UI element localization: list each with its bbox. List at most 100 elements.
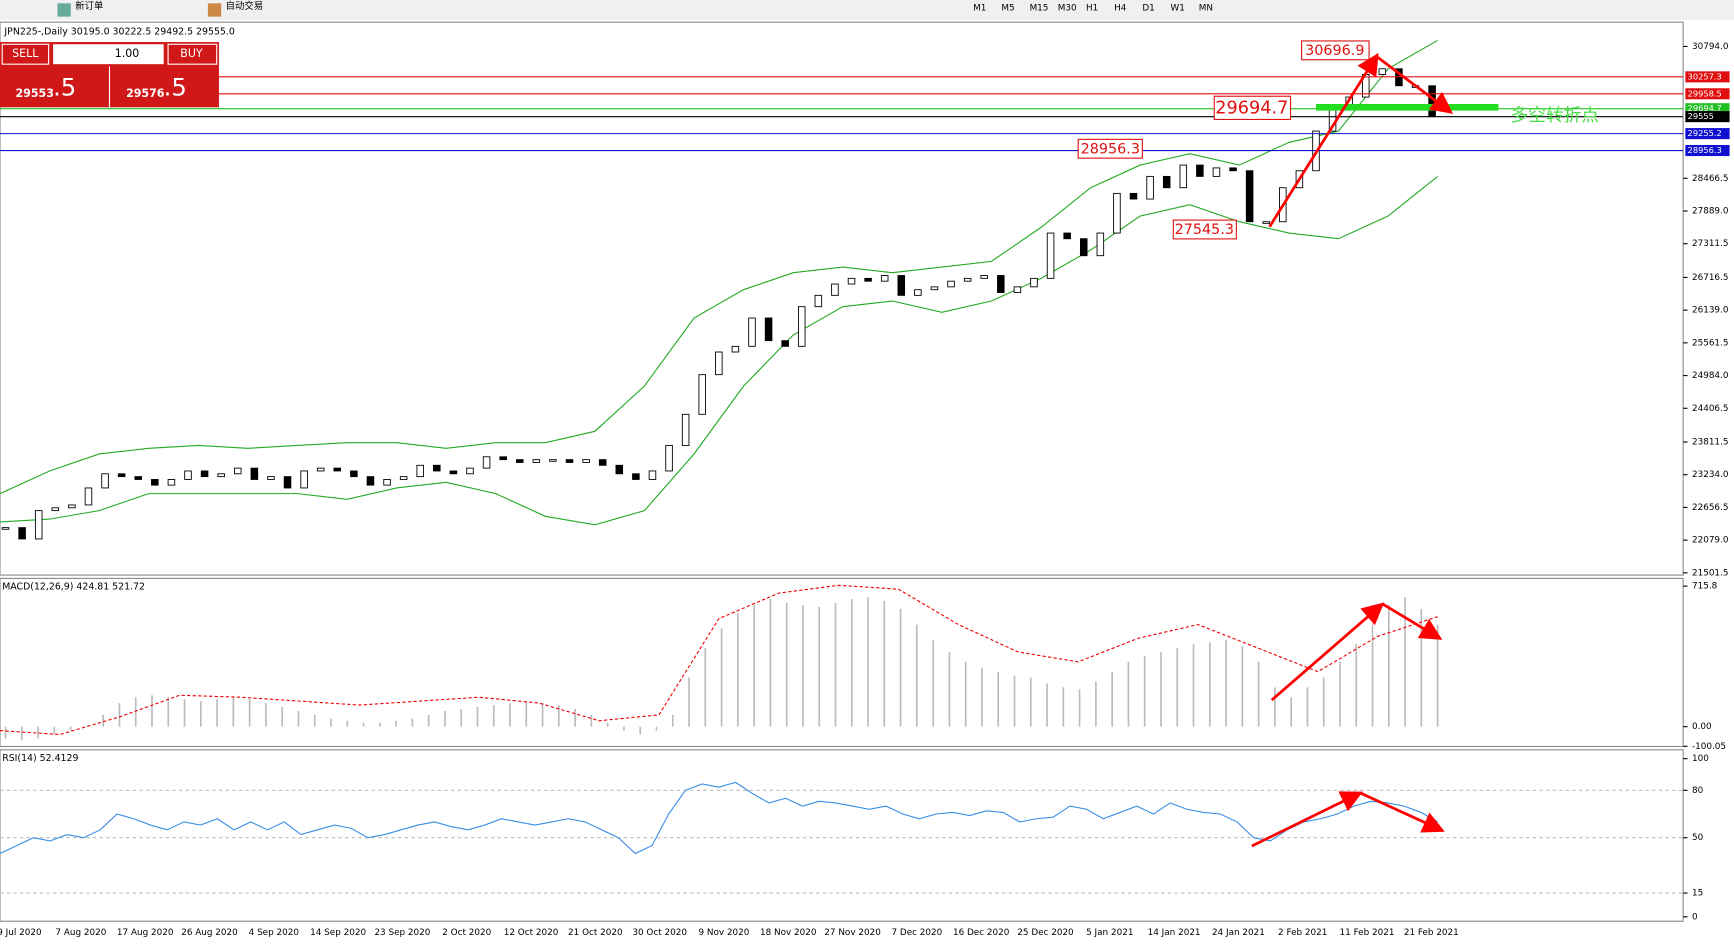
level-box — [1685, 128, 1730, 140]
x-tick-label: 14 Jan 2021 — [1148, 928, 1201, 938]
timeframe-button[interactable]: M15 — [1030, 3, 1049, 13]
y-tick-label: 25561.5 — [1692, 338, 1729, 348]
candle — [316, 467, 325, 472]
y-tick-label: 30794.0 — [1692, 42, 1729, 52]
candle — [764, 317, 773, 342]
candle — [350, 470, 358, 478]
support-bar — [1315, 103, 1499, 111]
main-pane — [0, 21, 1684, 576]
x-tick-label: 17 Aug 2020 — [117, 928, 174, 938]
candle — [1013, 286, 1022, 293]
candle — [416, 464, 424, 478]
candle — [847, 277, 856, 285]
candle — [117, 473, 126, 478]
candle — [101, 473, 109, 489]
timeframe-button[interactable]: D1 — [1142, 3, 1154, 13]
x-tick-label: 29 Jul 2020 — [0, 928, 42, 938]
sell-label[interactable]: SELL — [12, 47, 39, 60]
x-tick-label: 25 Dec 2020 — [1017, 928, 1074, 938]
new-order-icon[interactable] — [57, 3, 71, 17]
candle — [880, 275, 889, 282]
y-tick-label: 22079.0 — [1692, 536, 1729, 546]
timeframe-button[interactable]: H4 — [1114, 3, 1127, 13]
candle — [68, 504, 76, 509]
candle — [1212, 167, 1221, 177]
level-label: 29958.5 — [1688, 88, 1722, 98]
signal-line — [0, 584, 1438, 736]
candle — [665, 445, 673, 472]
x-tick-label: 24 Jan 2021 — [1212, 928, 1265, 938]
auto-trading[interactable]: 自动交易 — [226, 0, 264, 12]
candle — [84, 487, 93, 506]
candle — [34, 510, 43, 540]
chart-title: JPN225-,Daily 30195.0 30222.5 29492.5 29… — [3, 27, 234, 38]
buy-button[interactable] — [167, 43, 218, 65]
candle — [1129, 192, 1138, 200]
macd-title: MACD(12,26,9) 424.81 521.72 — [2, 582, 145, 593]
y-tick-label: 28466.5 — [1692, 174, 1729, 184]
y-tick-label: 22656.5 — [1692, 503, 1729, 513]
candle — [1096, 232, 1105, 257]
candle — [217, 473, 225, 478]
candle — [515, 459, 524, 463]
candle — [167, 479, 176, 486]
candle — [300, 470, 308, 489]
candle — [598, 459, 607, 466]
candle — [648, 470, 657, 480]
candle — [681, 413, 690, 446]
lower-band — [0, 175, 1438, 526]
candle — [283, 476, 292, 489]
x-tick-label: 4 Sep 2020 — [249, 928, 300, 938]
x-tick-label: 11 Feb 2021 — [1340, 928, 1395, 938]
y-tick-label: 27889.0 — [1692, 207, 1729, 217]
timeframe-button[interactable]: MN — [1199, 3, 1213, 13]
timeframe-button[interactable]: H1 — [1086, 3, 1098, 13]
note: 多空转折点 — [1511, 105, 1599, 126]
bid-price: 29553 — [15, 87, 53, 100]
candle — [1378, 68, 1387, 75]
annotation: 30696.9 — [1305, 43, 1364, 59]
candle — [151, 479, 159, 486]
y-tick-label: 27311.5 — [1692, 239, 1729, 249]
sell-button[interactable] — [1, 43, 50, 65]
candle — [814, 294, 823, 308]
candle — [980, 275, 988, 279]
candle — [51, 507, 60, 512]
buy-label[interactable]: BUY — [180, 47, 203, 60]
x-tick-label: 23 Sep 2020 — [374, 928, 430, 938]
lots[interactable]: 1.00 — [115, 47, 140, 60]
timeframe-button[interactable]: M1 — [973, 3, 986, 13]
timeframe-button[interactable]: W1 — [1171, 3, 1185, 13]
level-box — [1685, 145, 1730, 157]
candle — [947, 280, 955, 288]
y-tick-label: 24984.0 — [1692, 371, 1729, 381]
y-tick-label: -100.05 — [1692, 742, 1726, 752]
level-box — [1685, 88, 1730, 100]
ask-price: 29576 — [126, 87, 165, 100]
candle — [831, 283, 839, 296]
y-tick-label: 0.00 — [1692, 722, 1712, 732]
rsi-pane — [0, 749, 1684, 922]
timeframe-button[interactable]: M30 — [1058, 3, 1077, 13]
x-tick-label: 5 Jan 2021 — [1086, 928, 1133, 938]
level-box — [1685, 111, 1730, 123]
candle — [184, 470, 192, 480]
candle — [433, 464, 441, 472]
timeframe-button[interactable]: M5 — [1001, 3, 1014, 13]
lots-field[interactable] — [53, 44, 164, 65]
candle — [1113, 192, 1121, 234]
candle — [532, 459, 541, 463]
y-tick-label: 23234.0 — [1692, 470, 1729, 480]
candle — [748, 317, 756, 347]
level-box — [1685, 103, 1730, 115]
candle — [399, 476, 408, 480]
toolbar — [0, 0, 1734, 20]
x-tick-label: 16 Dec 2020 — [953, 928, 1010, 938]
auto-trading-icon[interactable] — [207, 3, 222, 17]
ask-tail: .5 — [164, 72, 187, 101]
candle — [250, 467, 259, 480]
candle — [1063, 232, 1071, 240]
new-order[interactable]: 新订单 — [75, 0, 103, 12]
candle — [963, 277, 972, 282]
